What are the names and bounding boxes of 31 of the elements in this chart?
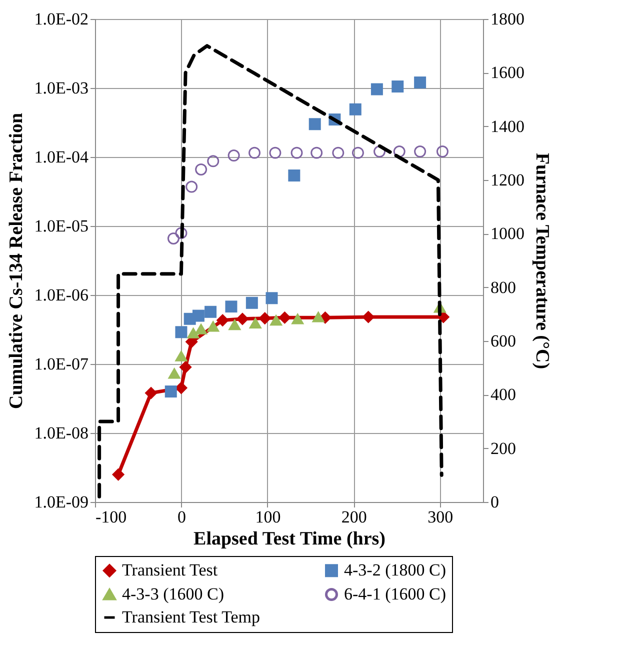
x-axis-title: Elapsed Test Time (hrs) [194,528,386,550]
y-tick-label: 1.0E-05 [34,216,88,236]
y-tick-label: 1.0E-02 [34,10,88,28]
y-tick-label: 1.0E-08 [34,424,88,442]
y-tick-label: 1.0E-09 [34,492,88,512]
y-tick-label: 1.0E-06 [34,286,88,304]
legend-label: 6-4-1 (1600 C) [344,584,446,604]
x-tick-label: 100 [255,508,281,526]
legend-label: Transient Test Temp [122,608,260,626]
y2-tick-label: 600 [490,332,516,350]
x-tick-label: 300 [428,508,454,526]
y2-tick-label: 1400 [490,116,524,136]
legend-label: Transient Test [122,560,218,580]
y2-axis-title: Furnace Temperature (°C) [532,152,552,370]
x-tick-label: 200 [341,508,367,526]
y2-tick-label: 1200 [490,170,524,190]
x-tick-label: -100 [96,508,127,526]
y2-tick-label: 200 [490,438,516,458]
y2-tick-label: 1000 [490,224,524,244]
y-tick-label: 1.0E-03 [34,78,88,98]
y-tick-label: 1.0E-04 [34,148,89,166]
y2-tick-label: 800 [490,278,516,297]
x-tick-label: 0 [177,508,186,526]
y2-tick-label: 1600 [490,63,524,82]
legend-label: 4-3-3 (1600 C) [122,584,224,604]
y2-tick-label: 400 [490,385,516,404]
y2-tick-label: 1800 [490,10,524,28]
y2-tick-label: 0 [490,492,499,512]
legend-label: 4-3-2 (1800 C) [344,560,446,580]
y-axis-title: Cumulative Cs-134 Release Fraction [6,112,28,410]
y-tick-label: 1.0E-07 [34,354,89,374]
